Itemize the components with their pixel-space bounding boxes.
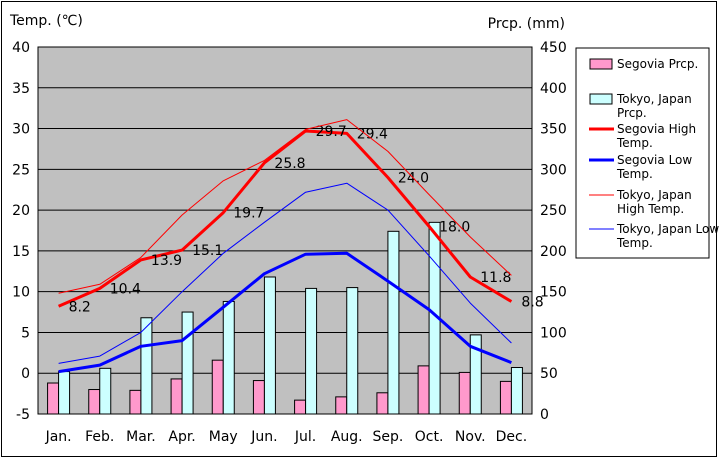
left-tick-label: 20 <box>12 203 30 219</box>
x-tick-label: Apr. <box>168 429 195 445</box>
prcp-bar <box>346 287 359 415</box>
prcp-bar <box>211 359 224 415</box>
legend-swatch <box>589 93 613 105</box>
prcp-bar <box>170 378 183 415</box>
right-tick-label: 200 <box>540 244 567 260</box>
left-tick-label: 15 <box>12 244 30 260</box>
x-tick-label: Sep. <box>372 429 403 445</box>
data-label: 15.1 <box>192 243 223 259</box>
prcp-bar <box>222 300 235 415</box>
data-label: 18.0 <box>439 219 470 235</box>
prcp-bar <box>99 367 112 415</box>
left-tick-label: 10 <box>12 285 30 301</box>
right-tick-label: 300 <box>540 162 567 178</box>
legend-label: Tokyo, Japan High Temp. <box>616 188 692 216</box>
left-tick-label: 35 <box>12 81 30 97</box>
prcp-bar <box>47 382 60 415</box>
left-tick-label: -5 <box>16 407 30 423</box>
prcp-bar <box>263 276 276 415</box>
x-tick-label: Oct. <box>415 429 444 445</box>
prcp-bar <box>140 317 153 415</box>
legend-label: Segovia Prcp. <box>617 57 698 71</box>
legend-label: Segovia High Temp. <box>616 122 696 150</box>
x-tick-label: Dec. <box>496 429 528 445</box>
prcp-bar <box>499 380 512 415</box>
prcp-bar <box>417 365 430 415</box>
prcp-bar <box>387 230 400 415</box>
prcp-bar <box>305 287 318 415</box>
data-label: 29.7 <box>316 124 347 140</box>
left-tick-label: 40 <box>12 40 30 56</box>
left-tick-label: 25 <box>12 162 30 178</box>
prcp-bar <box>88 389 101 415</box>
right-tick-label: 0 <box>540 407 549 423</box>
temp-line <box>58 129 513 308</box>
prcp-bar <box>252 380 265 415</box>
data-label: 13.9 <box>151 253 182 269</box>
plot-area <box>37 46 533 415</box>
right-tick-label: 250 <box>540 203 567 219</box>
x-tick-label: Jan. <box>45 429 72 445</box>
y-right-axis-title: Prcp. (mm) <box>488 16 565 32</box>
right-tick-label: 50 <box>540 366 558 382</box>
left-tick-label: 0 <box>21 366 30 382</box>
data-label: 10.4 <box>110 281 141 297</box>
right-tick-label: 450 <box>540 40 567 56</box>
temp-line <box>58 182 512 364</box>
data-label: 8.8 <box>521 294 543 310</box>
prcp-bar <box>469 334 482 415</box>
x-tick-label: Mar. <box>126 429 156 445</box>
x-tick-label: Feb. <box>85 429 114 445</box>
legend-label: Tokyo, Japan Low Temp. <box>616 222 719 250</box>
right-tick-label: 100 <box>540 325 567 341</box>
legend-swatch <box>589 58 613 70</box>
temp-line <box>58 119 512 294</box>
data-label: 11.8 <box>480 270 511 286</box>
y-left-axis-title: Temp. (℃) <box>9 13 83 29</box>
prcp-bar <box>58 371 71 415</box>
prcp-bar <box>376 392 389 415</box>
prcp-bar <box>335 396 348 415</box>
temp-line <box>58 251 512 374</box>
x-tick-label: Jul. <box>294 429 316 445</box>
prcp-bar <box>294 399 307 415</box>
x-tick-label: May <box>209 429 238 445</box>
right-tick-label: 150 <box>540 285 567 301</box>
legend-label: Tokyo, Japan Prcp. <box>616 92 692 120</box>
legend-box <box>575 47 710 259</box>
x-tick-label: Aug. <box>331 429 363 445</box>
data-label: 8.2 <box>69 299 91 315</box>
prcp-bar <box>181 311 194 415</box>
data-label: 29.4 <box>357 126 388 142</box>
right-tick-label: 400 <box>540 81 567 97</box>
right-tick-label: 350 <box>540 122 567 138</box>
left-tick-label: 30 <box>12 122 30 138</box>
x-tick-label: Jun. <box>250 429 277 445</box>
x-tick-label: Nov. <box>455 429 486 445</box>
prcp-bar <box>510 367 523 415</box>
data-label: 19.7 <box>233 206 264 222</box>
left-tick-label: 5 <box>21 325 30 341</box>
prcp-bar <box>458 371 471 415</box>
prcp-bar <box>129 389 142 415</box>
legend-label: Segovia Low Temp. <box>616 153 692 181</box>
data-label: 25.8 <box>274 156 305 172</box>
